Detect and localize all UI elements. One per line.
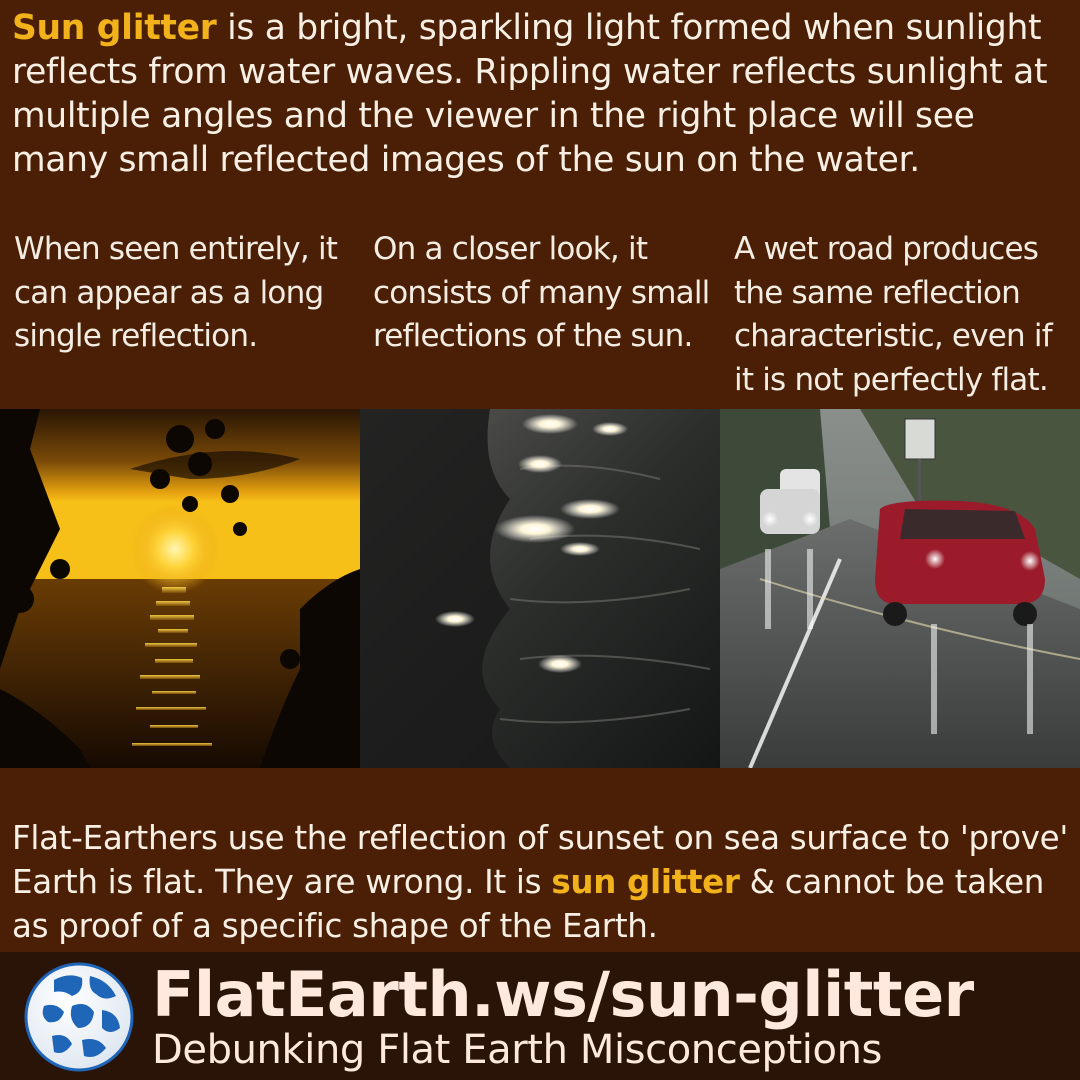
sunset-sea-photo xyxy=(0,409,360,768)
wet-road-cars-photo xyxy=(720,409,1080,768)
caption-closer-look: On a closer look, it consists of many sm… xyxy=(373,231,710,354)
site-url[interactable]: FlatEarth.ws/sun-glitter xyxy=(152,958,974,1031)
outro-text-before: Flat-Earthers use the reflection of suns… xyxy=(12,819,1069,901)
intro-paragraph: Sun glitter is a bright, sparkling light… xyxy=(12,6,1074,182)
caption-entire-reflection: When seen entirely, it can appear as a l… xyxy=(14,231,338,354)
caption-wet-road: A wet road produces the same reflection … xyxy=(734,231,1053,398)
outro-highlight: sun glitter xyxy=(551,863,740,901)
globe-icon xyxy=(24,962,134,1072)
intro-text: is a bright, sparkling light formed when… xyxy=(12,8,1048,180)
footer-banner: FlatEarth.ws/sun-glitter Debunking Flat … xyxy=(0,952,1080,1080)
site-tagline: Debunking Flat Earth Misconceptions xyxy=(152,1027,882,1073)
photo-strip xyxy=(0,409,1080,768)
intro-highlight: Sun glitter xyxy=(12,8,217,48)
outro-text-after: & cannot be taken as proof of a specific… xyxy=(12,863,1045,945)
water-ripples-photo xyxy=(360,409,720,768)
outro-paragraph: Flat-Earthers use the reflection of suns… xyxy=(12,816,1074,948)
